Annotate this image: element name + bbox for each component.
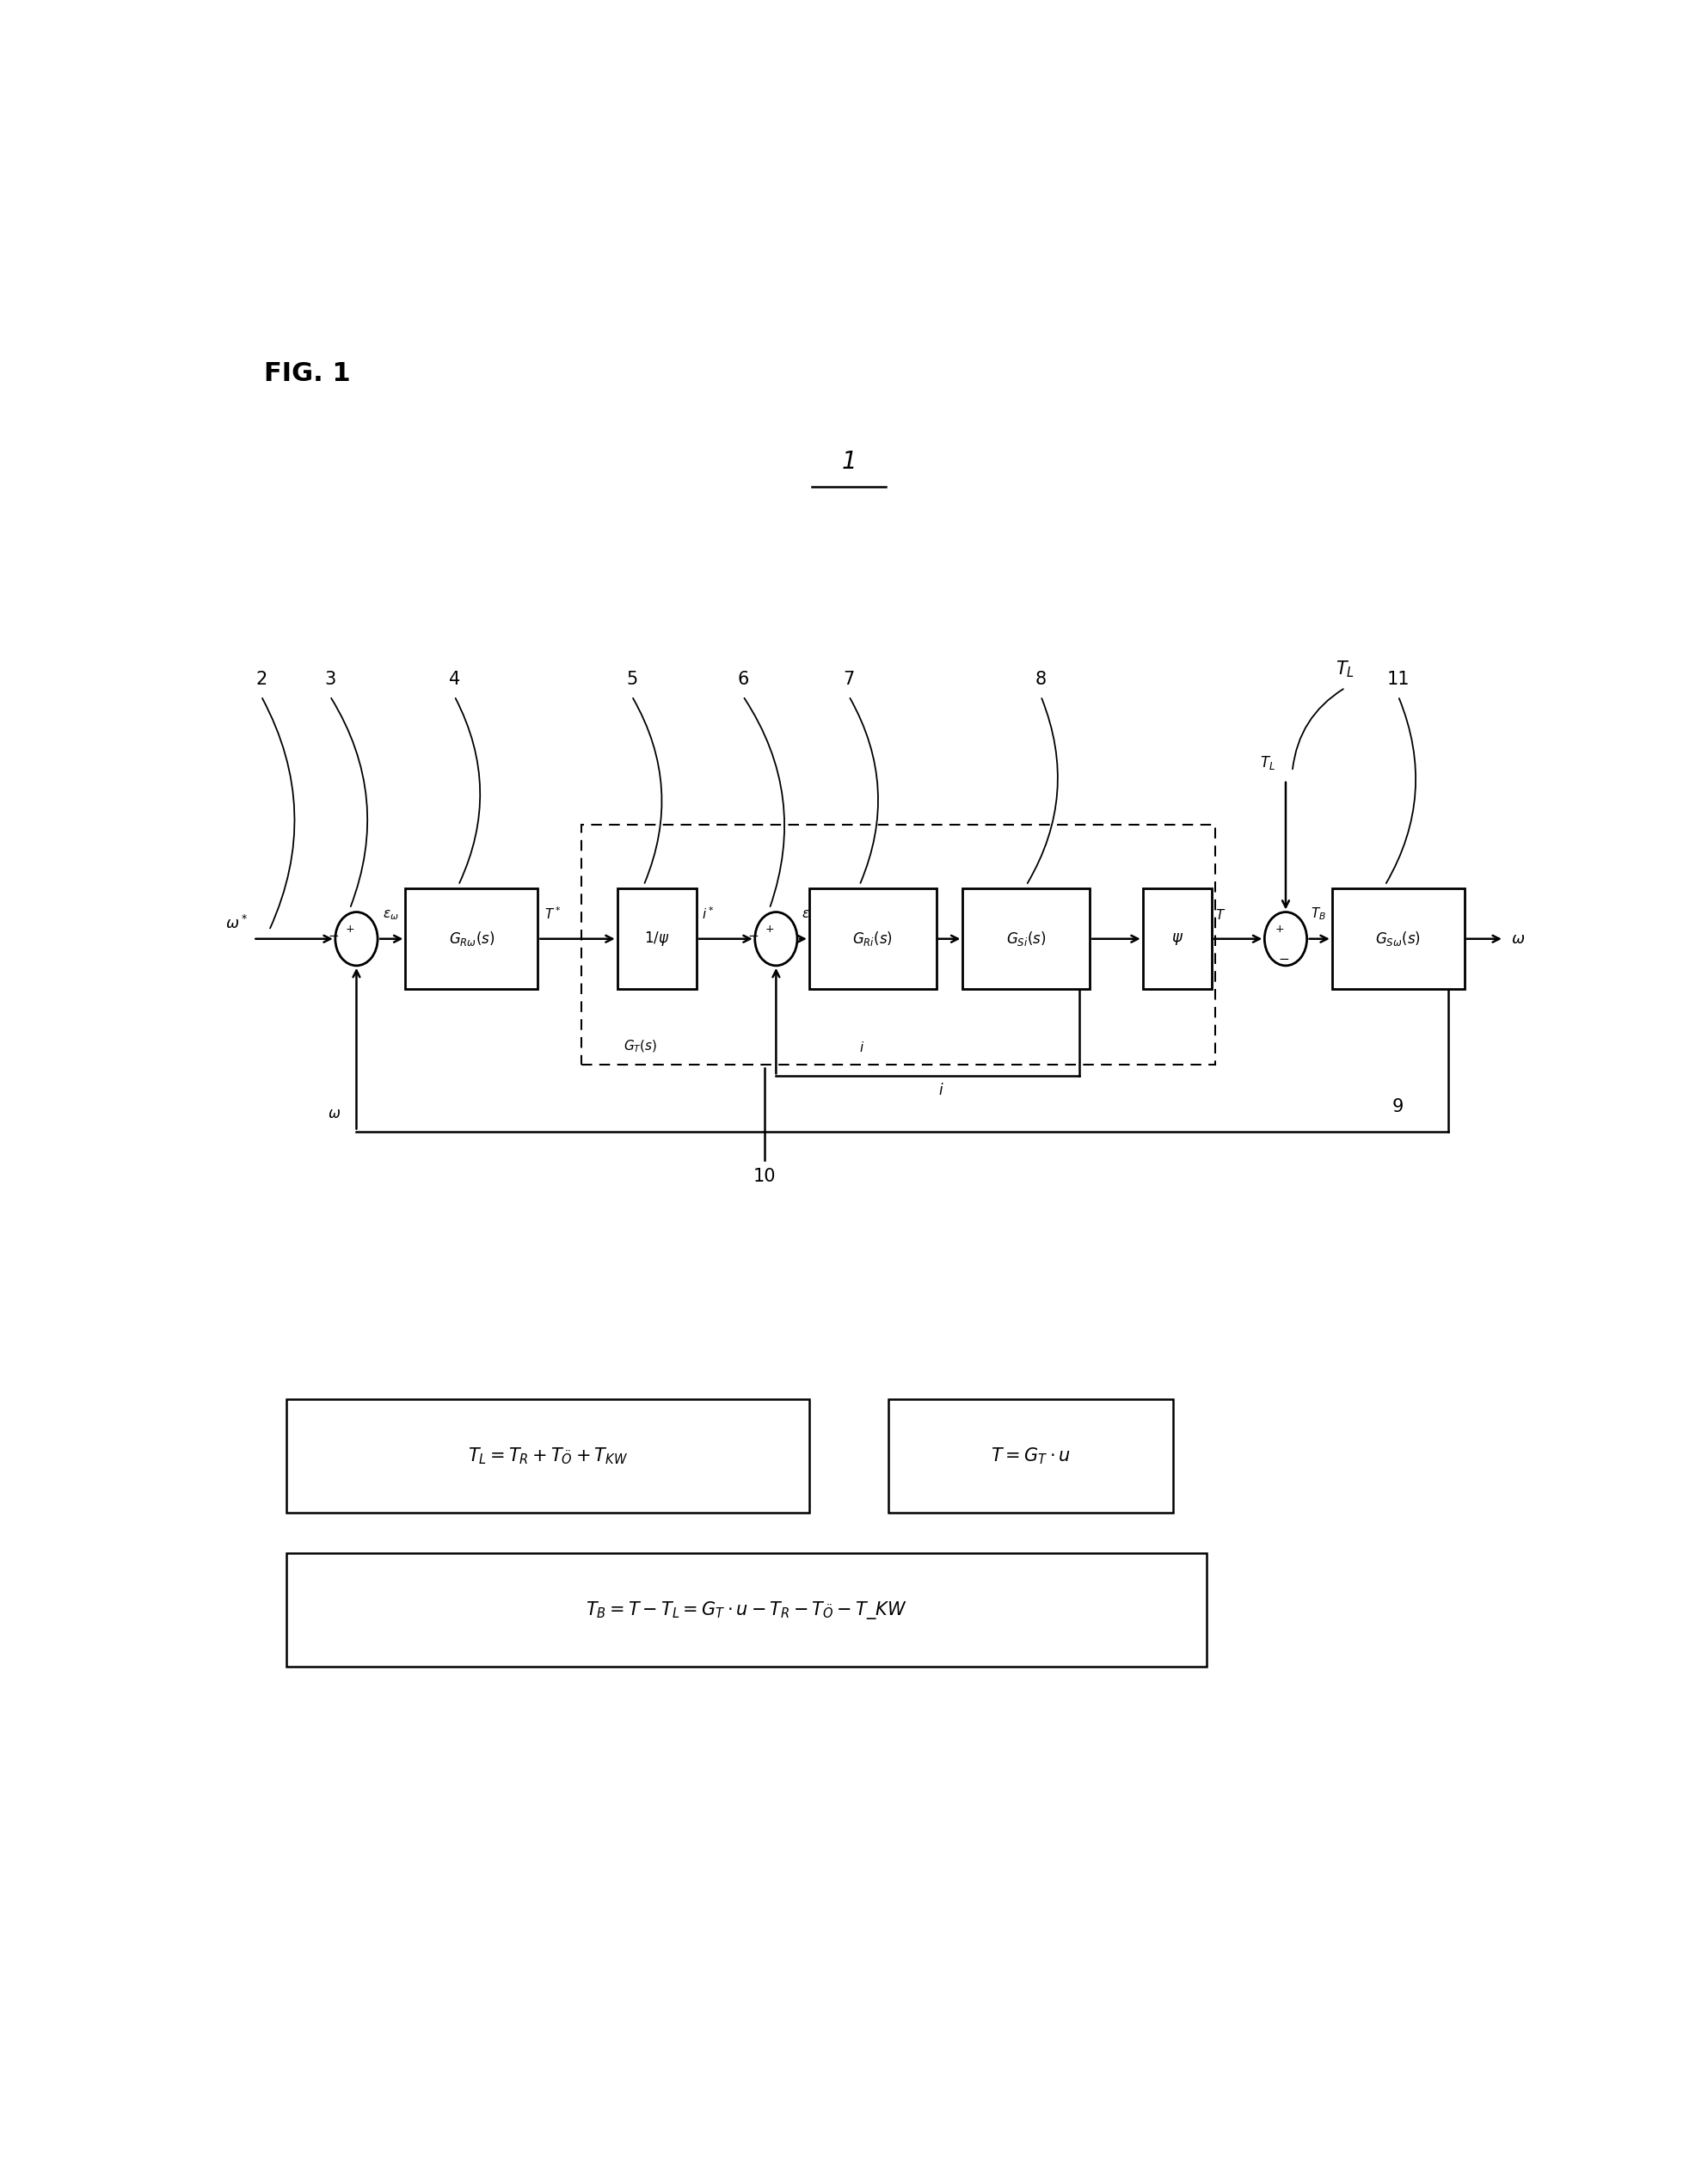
Text: −: − — [748, 930, 758, 944]
Bar — [287, 1400, 810, 1513]
Text: FIG. 1: FIG. 1 — [263, 361, 350, 387]
Text: 9: 9 — [1392, 1098, 1404, 1115]
Bar — [888, 1400, 1173, 1513]
Text: $T$: $T$ — [1216, 909, 1226, 922]
Bar — [405, 889, 538, 989]
Text: $T_L$: $T_L$ — [1261, 754, 1276, 772]
Text: $G_{Ri}(s)$: $G_{Ri}(s)$ — [852, 930, 893, 948]
Text: $i$: $i$ — [938, 1083, 945, 1098]
Text: $T_B$: $T_B$ — [1310, 907, 1327, 922]
Text: $G_{Si}(s)$: $G_{Si}(s)$ — [1006, 930, 1045, 948]
Text: 5: 5 — [627, 670, 637, 687]
Text: 11: 11 — [1387, 670, 1409, 687]
Text: $T=G_T\cdot u$: $T=G_T\cdot u$ — [991, 1446, 1071, 1465]
Circle shape — [755, 913, 798, 965]
Text: $\psi$: $\psi$ — [1172, 930, 1184, 946]
Text: 4: 4 — [449, 670, 459, 687]
Text: $T_L=T_R+T_{\ddot{O}}+T_{KW}$: $T_L=T_R+T_{\ddot{O}}+T_{KW}$ — [468, 1446, 629, 1465]
Text: $G_{S\omega}(s)$: $G_{S\omega}(s)$ — [1375, 930, 1421, 948]
Circle shape — [1264, 913, 1307, 965]
Text: +: + — [765, 924, 774, 935]
Text: +: + — [345, 924, 355, 935]
Bar — [581, 824, 1216, 1065]
Bar — [1143, 889, 1211, 989]
Bar — [287, 1552, 1206, 1667]
Text: $i^*$: $i^*$ — [702, 907, 714, 922]
Text: $T^*$: $T^*$ — [545, 907, 562, 922]
Text: 10: 10 — [753, 1167, 775, 1185]
Text: $1/\psi$: $1/\psi$ — [644, 930, 670, 948]
Text: 1: 1 — [842, 450, 856, 474]
Text: $T_L$: $T_L$ — [1336, 659, 1354, 678]
Text: +: + — [1274, 924, 1284, 935]
Text: 7: 7 — [844, 670, 854, 687]
Bar — [810, 889, 936, 989]
Text: $G_{R\omega}(s)$: $G_{R\omega}(s)$ — [449, 930, 495, 948]
Text: $\varepsilon_i$: $\varepsilon_i$ — [801, 909, 813, 922]
Text: $G_T(s)$: $G_T(s)$ — [623, 1039, 658, 1054]
Text: $\omega$: $\omega$ — [1510, 930, 1525, 946]
Text: 8: 8 — [1035, 670, 1047, 687]
Text: −: − — [1278, 952, 1290, 965]
Text: 6: 6 — [738, 670, 748, 687]
Bar — [963, 889, 1090, 989]
Text: 2: 2 — [256, 670, 266, 687]
Text: $i$: $i$ — [859, 1041, 864, 1054]
Text: 3: 3 — [325, 670, 336, 687]
Text: $\omega$: $\omega$ — [328, 1107, 340, 1122]
Bar — [1332, 889, 1464, 989]
Bar — [617, 889, 697, 989]
Text: $\omega^*$: $\omega^*$ — [225, 915, 248, 933]
Text: $\varepsilon_\omega$: $\varepsilon_\omega$ — [383, 909, 400, 922]
Text: −: − — [328, 930, 338, 944]
Text: $T_B=T-T_L=G_T\cdot u-T_R-T_{\ddot{O}}-T\_KW$: $T_B=T-T_L=G_T\cdot u-T_R-T_{\ddot{O}}-T… — [586, 1600, 907, 1622]
Circle shape — [335, 913, 377, 965]
